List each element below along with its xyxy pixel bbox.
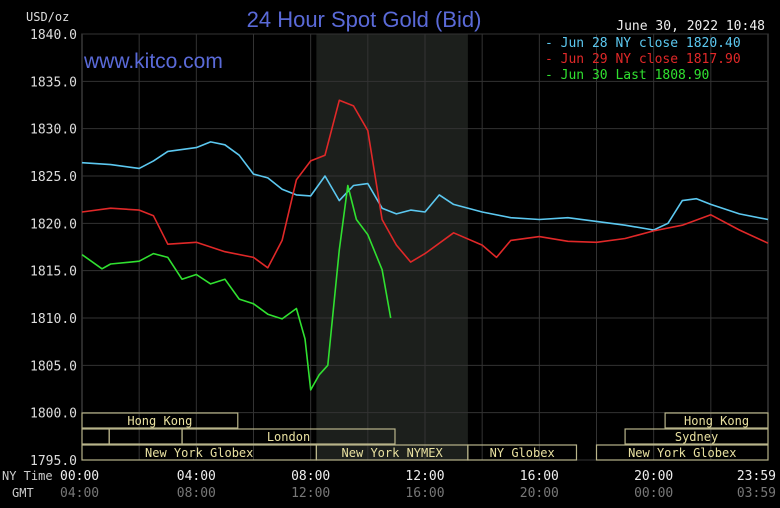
y-tick-label: 1830.0 (30, 123, 77, 138)
x-tick-label-gmt: 08:00 (177, 486, 216, 501)
session-label: New York Globex (628, 446, 736, 460)
x-tick-label-gmt: 12:00 (291, 486, 330, 501)
session-box (467, 444, 578, 461)
x-tick-label-gmt: 04:00 (60, 486, 99, 501)
y-tick-label: 1825.0 (30, 170, 77, 185)
y-tick-label: 1795.0 (30, 454, 77, 469)
x-row-label-ny: NY Time (2, 469, 53, 483)
x-tick-label-gmt: 00:00 (634, 486, 673, 501)
y-tick-label: 1835.0 (30, 75, 77, 90)
y-tick-label: 1820.0 (30, 217, 77, 232)
y-tick-label: 1805.0 (30, 359, 77, 374)
x-tick-label-gmt: 03:59 (737, 486, 776, 501)
x-tick-label-ny: 00:00 (60, 469, 99, 484)
y-tick-label: 1840.0 (30, 28, 77, 43)
legend-entry-2: - Jun 29 NY close 1817.90 (545, 52, 741, 67)
x-tick-label-gmt: 20:00 (520, 486, 559, 501)
series-line-3 (81, 184, 392, 391)
timestamp: June 30, 2022 10:48 (616, 19, 765, 34)
session-label: New York Globex (145, 446, 253, 460)
y-tick-label: 1815.0 (30, 265, 77, 280)
x-tick-label-ny: 08:00 (291, 469, 330, 484)
x-row-label-gmt: GMT (12, 486, 34, 500)
session-box (624, 428, 769, 445)
session-label: NY Globex (490, 446, 555, 460)
session-label: London (267, 430, 310, 444)
session-label: Hong Kong (684, 414, 749, 428)
legend-entry-3: - Jun 30 Last 1808.90 (545, 68, 709, 83)
series-line-1 (81, 141, 769, 231)
x-tick-label-ny: 20:00 (634, 469, 673, 484)
session-box (181, 428, 396, 445)
x-tick-label-gmt: 16:00 (405, 486, 444, 501)
session-box (595, 444, 769, 461)
legend-entry-1: - Jun 28 NY close 1820.40 (545, 36, 741, 51)
session-box (81, 412, 239, 429)
y-tick-label: 1810.0 (30, 312, 77, 327)
x-tick-label-ny: 04:00 (177, 469, 216, 484)
y-axis-label: USD/oz (26, 10, 69, 24)
x-tick-label-ny: 12:00 (405, 469, 444, 484)
market-hours-shade (316, 34, 468, 460)
x-tick-label-ny: 16:00 (520, 469, 559, 484)
watermark: www.kitco.com (83, 50, 223, 73)
session-label: Sydney (675, 430, 718, 444)
x-tick-label-ny: 23:59 (737, 469, 776, 484)
chart-title: 24 Hour Spot Gold (Bid) (247, 7, 482, 32)
series-line-2 (81, 99, 769, 269)
y-tick-label: 1800.0 (30, 407, 77, 422)
session-label: New York NYMEX (342, 446, 444, 460)
session-box (664, 412, 769, 429)
session-label: Hong Kong (127, 414, 192, 428)
